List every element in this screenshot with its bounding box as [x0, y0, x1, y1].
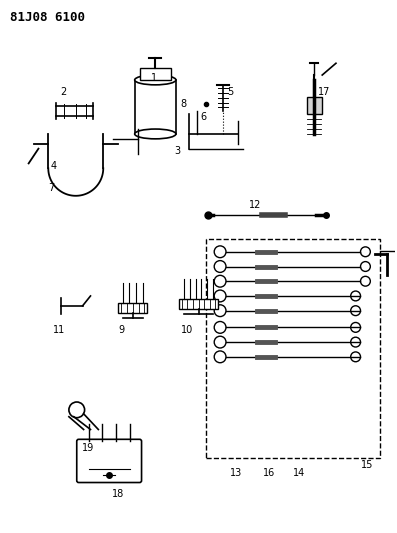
- Circle shape: [360, 262, 370, 271]
- Text: 9: 9: [119, 325, 125, 335]
- Bar: [118, 303, 147, 313]
- Text: 5: 5: [227, 87, 233, 96]
- Text: 81J08 6100: 81J08 6100: [10, 11, 85, 24]
- Circle shape: [214, 261, 226, 272]
- Text: 11: 11: [53, 325, 65, 335]
- Circle shape: [351, 306, 360, 316]
- Circle shape: [214, 336, 226, 348]
- Text: 8: 8: [181, 100, 187, 109]
- Ellipse shape: [135, 129, 176, 139]
- Bar: [135, 80, 176, 134]
- Circle shape: [351, 337, 360, 347]
- Circle shape: [214, 290, 226, 302]
- Bar: [179, 299, 218, 309]
- Circle shape: [214, 246, 226, 257]
- Text: 3: 3: [174, 146, 180, 156]
- Text: 18: 18: [112, 489, 124, 499]
- Circle shape: [351, 291, 360, 301]
- Circle shape: [69, 402, 85, 418]
- Text: 14: 14: [293, 467, 305, 478]
- Text: 12: 12: [249, 200, 262, 209]
- Text: 6: 6: [200, 112, 206, 122]
- Circle shape: [360, 247, 370, 257]
- Text: 13: 13: [230, 467, 242, 478]
- Text: 15: 15: [361, 460, 374, 470]
- Text: 17: 17: [318, 87, 330, 96]
- Text: 7: 7: [48, 183, 54, 193]
- Bar: [306, 96, 322, 114]
- Circle shape: [351, 322, 360, 332]
- Text: 16: 16: [263, 467, 276, 478]
- Circle shape: [214, 321, 226, 333]
- FancyBboxPatch shape: [77, 439, 142, 482]
- Text: 10: 10: [181, 325, 193, 335]
- Bar: [206, 239, 380, 458]
- Text: 19: 19: [83, 443, 94, 453]
- Text: 4: 4: [50, 161, 56, 171]
- Ellipse shape: [135, 75, 176, 85]
- Circle shape: [351, 352, 360, 362]
- Circle shape: [360, 276, 370, 286]
- Circle shape: [214, 305, 226, 317]
- Bar: [140, 68, 171, 80]
- Circle shape: [214, 276, 226, 287]
- Circle shape: [214, 351, 226, 363]
- Text: 1: 1: [151, 73, 157, 83]
- Text: 2: 2: [60, 87, 66, 96]
